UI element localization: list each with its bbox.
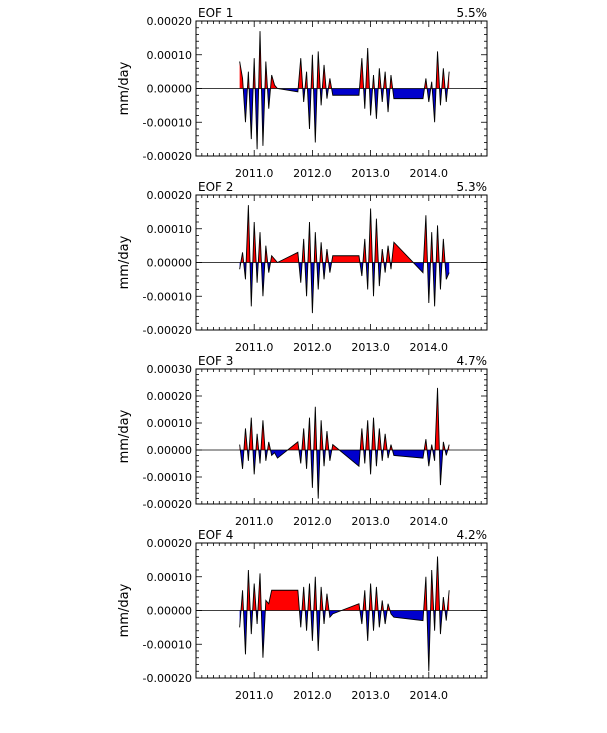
x-tick-label: 2014.0 xyxy=(410,515,449,528)
y-axis-label: mm/day xyxy=(117,583,132,637)
variance-label: 5.5% xyxy=(457,6,488,20)
y-tick-label: -0.00020 xyxy=(143,672,192,685)
x-tick-label: 2011.0 xyxy=(235,689,274,702)
y-tick-label: -0.00010 xyxy=(143,116,192,129)
x-tick-label: 2011.0 xyxy=(235,167,274,180)
x-tick-label: 2012.0 xyxy=(293,341,332,354)
x-tick-label: 2012.0 xyxy=(293,167,332,180)
y-axis-label: mm/day xyxy=(117,61,132,115)
x-tick-label: 2012.0 xyxy=(293,689,332,702)
negative-fill xyxy=(239,450,450,499)
y-tick-label: -0.00010 xyxy=(143,638,192,651)
series-line xyxy=(239,556,450,672)
y-tick-label: 0.00020 xyxy=(147,390,193,403)
positive-fill xyxy=(239,205,450,263)
panel-title: EOF 2 xyxy=(198,180,233,194)
y-tick-label: 0.00000 xyxy=(147,605,193,618)
y-tick-label: 0.00010 xyxy=(147,417,193,430)
y-axis-label: mm/day xyxy=(117,235,132,289)
y-tick-label: 0.00030 xyxy=(147,363,193,376)
eof-panel-2: -0.00020 -0.00010 0.00000 0.00010 0.00020 201… xyxy=(117,180,488,354)
y-tick-label: -0.00020 xyxy=(143,150,192,163)
eof-panel-4: -0.00020 -0.00010 0.00000 0.00010 0.00020 201… xyxy=(117,528,488,702)
y-tick-label: 0.00020 xyxy=(147,537,193,550)
x-tick-label: 2013.0 xyxy=(351,515,390,528)
y-tick-label: 0.00020 xyxy=(147,15,193,28)
plot-frame xyxy=(195,368,488,505)
variance-label: 4.7% xyxy=(457,354,488,368)
panel-title: EOF 1 xyxy=(198,6,233,20)
y-tick-label: 0.00000 xyxy=(147,257,193,270)
series-line xyxy=(239,205,450,314)
x-tick-label: 2011.0 xyxy=(235,515,274,528)
negative-fill xyxy=(239,610,450,672)
x-tick-label: 2014.0 xyxy=(410,689,449,702)
y-tick-label: -0.00020 xyxy=(143,498,192,511)
x-tick-label: 2013.0 xyxy=(351,341,390,354)
variance-label: 5.3% xyxy=(457,180,488,194)
x-tick-label: 2012.0 xyxy=(293,515,332,528)
x-tick-label: 2014.0 xyxy=(410,167,449,180)
y-tick-label: 0.00010 xyxy=(147,223,193,236)
positive-fill xyxy=(239,556,450,611)
x-tick-label: 2013.0 xyxy=(351,689,390,702)
y-tick-label: 0.00000 xyxy=(147,83,193,96)
positive-fill xyxy=(239,31,450,89)
positive-fill xyxy=(239,387,450,450)
panel-title: EOF 3 xyxy=(198,354,233,368)
y-axis-label: mm/day xyxy=(117,409,132,463)
x-tick-label: 2013.0 xyxy=(351,167,390,180)
y-tick-label: 0.00010 xyxy=(147,49,193,62)
y-tick-label: -0.00020 xyxy=(143,324,192,337)
x-tick-label: 2014.0 xyxy=(410,341,449,354)
eof-panel-3: -0.00020 -0.00010 0.00000 0.00010 0.00020 0.0… xyxy=(117,354,488,528)
variance-label: 4.2% xyxy=(457,528,488,542)
y-tick-label: 0.00010 xyxy=(147,571,193,584)
eof-panel-1: -0.00020 -0.00010 0.00000 0.00010 0.00020 201… xyxy=(117,6,488,180)
y-tick-label: -0.00010 xyxy=(143,290,192,303)
negative-fill xyxy=(239,262,450,314)
x-tick-label: 2011.0 xyxy=(235,341,274,354)
y-tick-label: 0.00020 xyxy=(147,189,193,202)
series-line xyxy=(239,387,450,499)
negative-fill xyxy=(239,88,450,150)
y-tick-label: -0.00010 xyxy=(143,471,192,484)
y-tick-label: 0.00000 xyxy=(147,444,193,457)
panel-title: EOF 4 xyxy=(198,528,233,542)
